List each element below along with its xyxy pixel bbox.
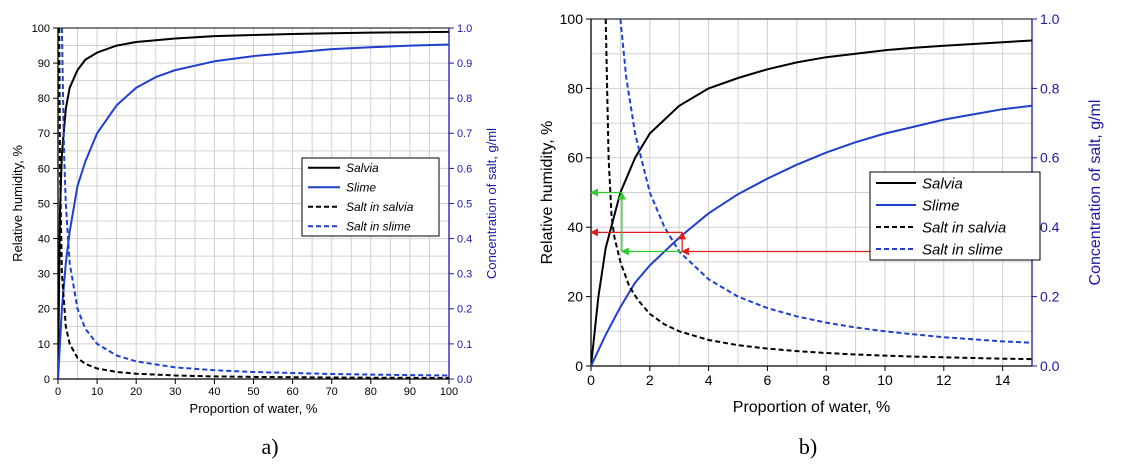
- y2-tick-label: 0.2: [457, 304, 472, 316]
- x-tick-label: 30: [169, 386, 181, 398]
- legend-label: Salvia: [922, 175, 963, 192]
- plot-area: [591, 19, 1032, 366]
- legend-box: [301, 157, 440, 237]
- series-line-slime: [58, 43, 449, 379]
- y-tick-label: 80: [567, 80, 583, 96]
- y-tick-label: 30: [38, 269, 50, 281]
- series-line-salvia: [58, 30, 449, 379]
- y-axis-label: Relative humidity, %: [539, 121, 556, 265]
- y-tick-label: 70: [38, 128, 50, 140]
- legend-label: Salt in salvia: [346, 200, 414, 214]
- series-line-salt-in-salvia: [604, 19, 1032, 361]
- x-tick-label: 10: [877, 372, 893, 388]
- x-tick-label: 90: [404, 386, 416, 398]
- panel-label: b): [799, 434, 817, 459]
- legend-label: Salt in slime: [922, 241, 1003, 258]
- y2-tick-label: 0.3: [457, 269, 472, 281]
- y-tick-label: 60: [567, 150, 583, 166]
- chart-panel-a: 0 10 20 30 40 50 60 70 80 90 100 0 10 20 30 40 50 60 70 80 9…: [10, 23, 499, 459]
- y-tick-label: 0: [44, 374, 50, 386]
- legend-label: Salvia: [346, 161, 379, 175]
- y-tick-label: 40: [38, 233, 50, 245]
- y-tick-label: 100: [560, 11, 584, 27]
- y-tick-label: 60: [38, 163, 50, 175]
- x-tick-label: 14: [995, 372, 1011, 388]
- x-tick-label: 2: [646, 372, 654, 388]
- x-tick-label: 10: [91, 386, 103, 398]
- y-tick-label: 20: [567, 289, 583, 305]
- x-tick-label: 8: [822, 372, 830, 388]
- y-tick-label: 40: [567, 219, 583, 235]
- y2-tick-label: 0.4: [1040, 219, 1060, 235]
- y2-tick-label: 0.0: [1040, 358, 1060, 374]
- y-axis-label: Relative humidity, %: [10, 145, 25, 262]
- x-axis-label: Proportion of water, %: [190, 401, 318, 416]
- legend-label: Slime: [922, 197, 960, 214]
- x-tick-label: 80: [365, 386, 377, 398]
- y2-tick-label: 0.8: [457, 93, 472, 105]
- y2-tick-label: 1.0: [457, 23, 472, 35]
- x-tick-label: 4: [705, 372, 713, 388]
- plot-area: [58, 28, 449, 379]
- y-tick-label: 100: [32, 23, 50, 35]
- y2-tick-label: 0.4: [457, 233, 472, 245]
- y-tick-label: 50: [38, 198, 50, 210]
- series-line-salvia: [591, 39, 1032, 366]
- legend-label: Slime: [346, 180, 376, 194]
- y2-tick-label: 0.9: [457, 58, 472, 70]
- x-tick-label: 6: [764, 372, 772, 388]
- y-tick-label: 10: [38, 339, 50, 351]
- panel-label: a): [261, 434, 278, 459]
- y-tick-label: 20: [38, 304, 50, 316]
- y2-tick-label: 1.0: [1040, 11, 1060, 27]
- series-line-slime: [591, 104, 1032, 366]
- y-tick-label: 0: [575, 358, 583, 374]
- y2-tick-label: 0.5: [457, 198, 472, 210]
- series-line-salt-in-salvia: [58, 28, 449, 379]
- x-tick-label: 70: [326, 386, 338, 398]
- x-tick-label: 12: [936, 372, 952, 388]
- x-axis-label: Proportion of water, %: [733, 399, 890, 416]
- x-tick-label: 20: [130, 386, 142, 398]
- x-tick-label: 100: [440, 386, 458, 398]
- legend-box: [869, 171, 1041, 261]
- legend-label: Salt in salvia: [922, 219, 1006, 236]
- y2-tick-label: 0.1: [457, 339, 472, 351]
- legend-label: Salt in slime: [346, 219, 411, 233]
- x-tick-label: 50: [247, 386, 259, 398]
- x-tick-label: 40: [208, 386, 220, 398]
- x-tick-label: 0: [55, 386, 61, 398]
- y2-tick-label: 0.6: [1040, 150, 1060, 166]
- x-tick-label: 0: [587, 372, 595, 388]
- y2-tick-label: 0.6: [457, 163, 472, 175]
- series-line-salt-in-slime: [619, 19, 1032, 344]
- x-tick-label: 60: [286, 386, 298, 398]
- y2-tick-label: 0.0: [457, 374, 472, 386]
- y2-tick-label: 0.8: [1040, 80, 1060, 96]
- y2-axis-label: Concentration of salt, g/ml: [1087, 100, 1104, 286]
- y-tick-label: 80: [38, 93, 50, 105]
- y2-tick-label: 0.7: [457, 128, 472, 140]
- y-tick-label: 90: [38, 58, 50, 70]
- y2-tick-label: 0.2: [1040, 289, 1060, 305]
- y2-axis-label: Concentration of salt, g/ml: [484, 128, 499, 279]
- chart-panel-b: 0 2 4 6 8 10 12 14 0 20 40 60 80 100 0.0 0.2 0.4 0.6 0.8 1.…: [539, 11, 1104, 459]
